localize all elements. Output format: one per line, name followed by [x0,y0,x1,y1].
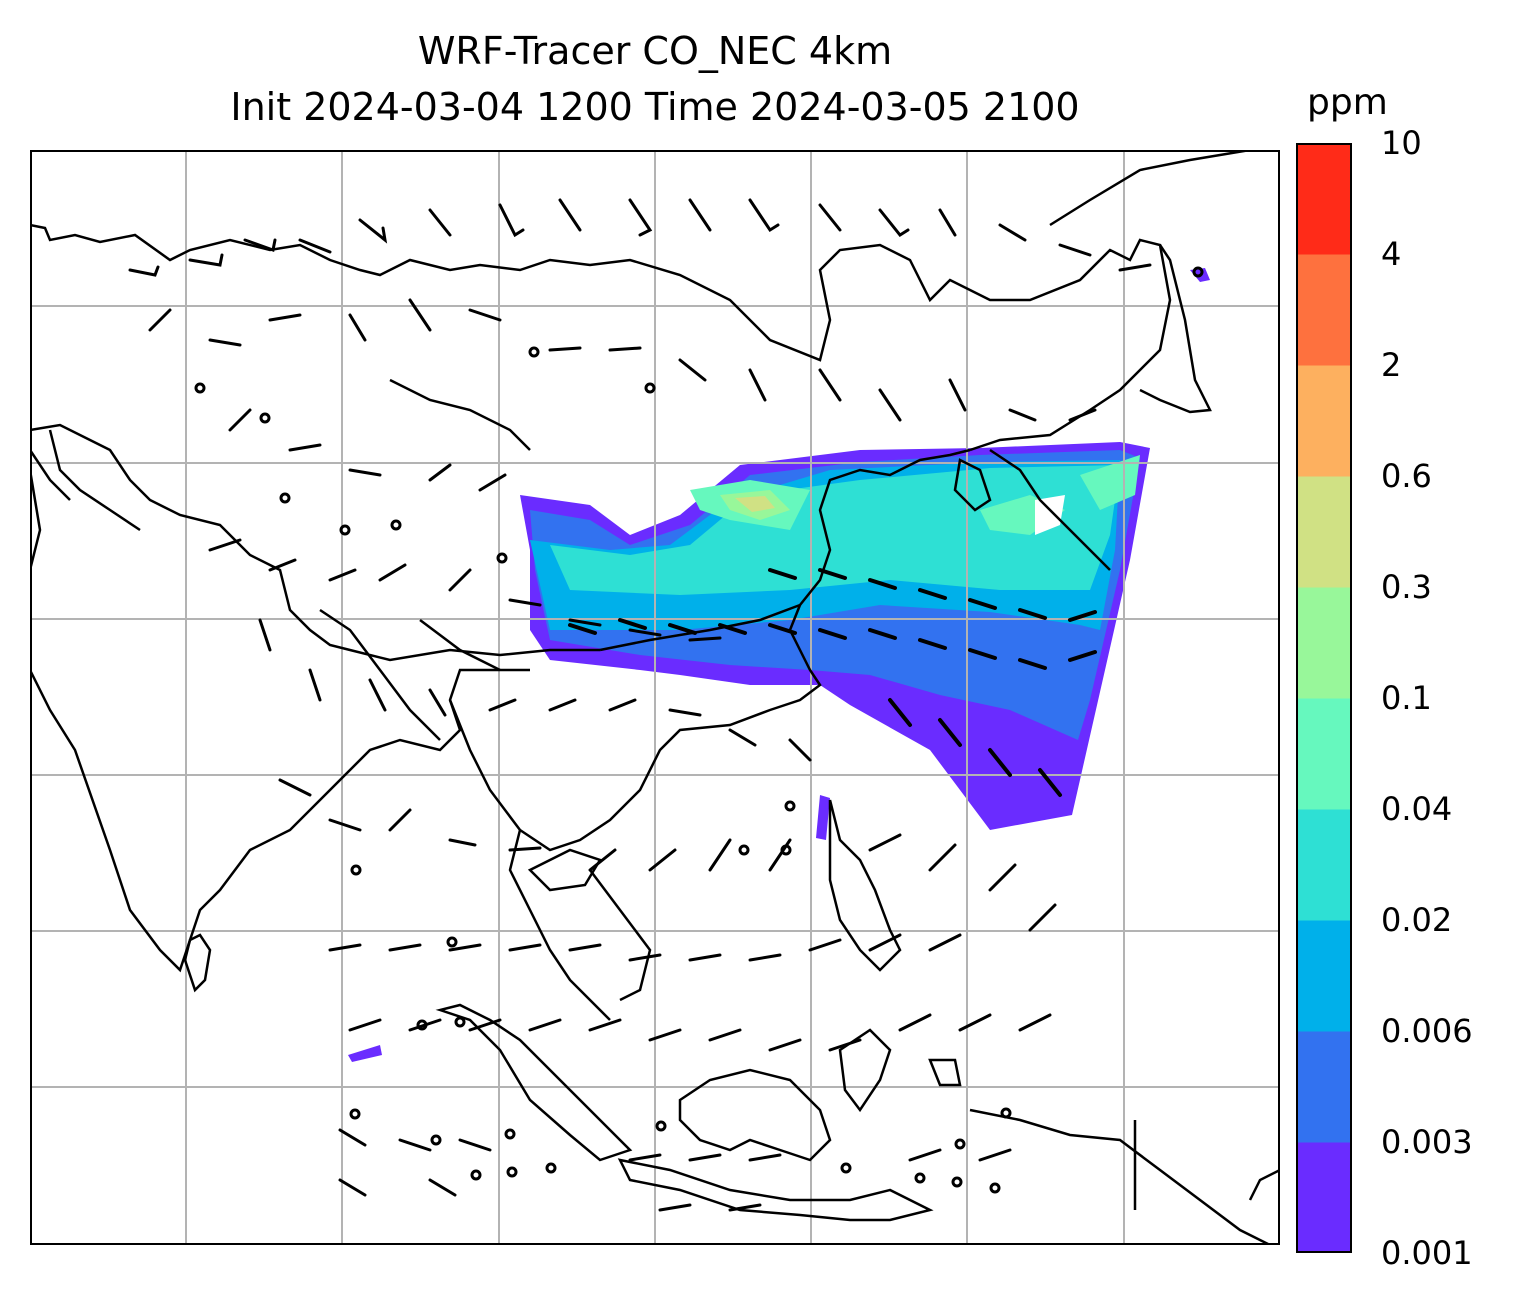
colorbar-band [1296,476,1352,588]
colorbar-band [1296,254,1352,366]
colorbar-band [1296,365,1352,477]
map-title-line-1: WRF-Tracer CO_NEC 4km [417,29,893,73]
colorbar-tick-label: 0.006 [1381,1012,1473,1050]
map-panel [30,150,1280,1245]
colorbar-tick-label: 0.3 [1381,568,1432,606]
colorbar-tick-label: 0.02 [1381,901,1453,939]
colorbar-tick-label: 4 [1381,235,1402,273]
colorbar-tick-label: 10 [1381,124,1422,162]
colorbar-band [1296,1031,1352,1143]
colorbar-tick-label: 0.6 [1381,457,1432,495]
wind-barbs [128,198,1152,1212]
colorbar-band [1296,809,1352,921]
colorbar-band [1296,1142,1352,1253]
coastlines [30,150,1280,1245]
colorbar-tick-label: 0.04 [1381,790,1453,828]
colorbar-band [1296,920,1352,1032]
colorbar-tick-label: 0.003 [1381,1123,1473,1161]
colorbar-bands [1296,143,1352,1253]
calm-wind-markers [194,266,1204,1194]
colorbar-tick-label: 0.1 [1381,679,1432,717]
colorbar-tick-label: 2 [1381,346,1402,384]
colorbar-tick-label: 0.001 [1381,1234,1473,1272]
colorbar-ticks [1351,143,1352,1253]
colorbar-band [1296,143,1352,255]
tracer-plume [348,268,1210,1062]
map-title-line-2: Init 2024-03-04 1200 Time 2024-03-05 210… [230,85,1080,129]
colorbar-band [1296,587,1352,699]
colorbar [1296,143,1352,1253]
wind-barbs-strong [568,568,1097,797]
map-frame [30,150,1280,1245]
colorbar-band [1296,698,1352,810]
colorbar-unit-label: ppm [1307,82,1388,123]
